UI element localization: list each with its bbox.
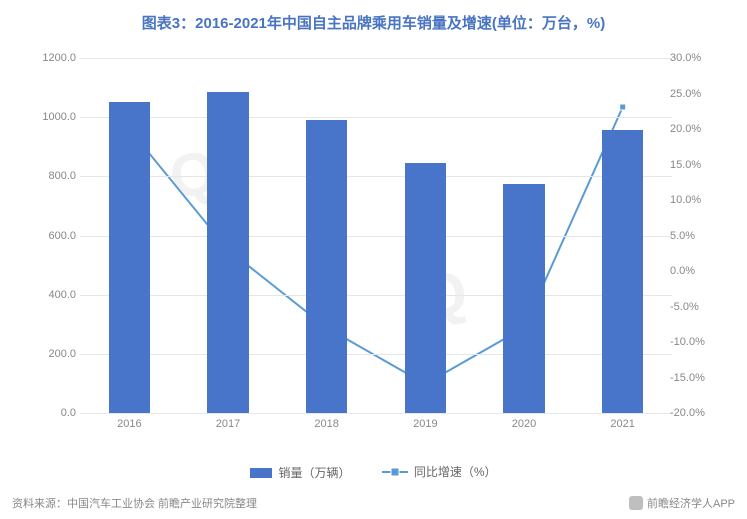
gridline xyxy=(80,117,672,118)
gridline xyxy=(80,176,672,177)
gridline xyxy=(80,58,672,59)
x-tick: 2018 xyxy=(314,418,338,430)
bar xyxy=(207,92,248,413)
y-right-tick: 20.0% xyxy=(670,123,718,135)
y-right-tick: 15.0% xyxy=(670,159,718,171)
y-right-tick: 0.0% xyxy=(670,265,718,277)
legend-label: 同比增速（%） xyxy=(414,463,497,480)
y-left-tick: 0.0 xyxy=(28,407,76,419)
bar-swatch-icon xyxy=(250,468,272,478)
line-swatch-icon xyxy=(382,466,408,478)
legend: 销量（万辆） 同比增速（%） xyxy=(0,463,747,481)
legend-item-bars: 销量（万辆） xyxy=(250,464,350,481)
legend-item-line: 同比增速（%） xyxy=(382,463,497,480)
app-icon xyxy=(629,496,643,510)
y-right-tick: -20.0% xyxy=(670,407,718,419)
bar xyxy=(602,130,643,413)
y-right-tick: -10.0% xyxy=(670,336,718,348)
source-text: 资料来源：中国汽车工业协会 前瞻产业研究院整理 xyxy=(12,495,257,511)
y-right-tick: 5.0% xyxy=(670,230,718,242)
y-right-tick: 25.0% xyxy=(670,88,718,100)
bar xyxy=(503,184,544,413)
plot-area xyxy=(80,58,672,413)
y-left-tick: 200.0 xyxy=(28,348,76,360)
y-right-tick: -5.0% xyxy=(670,301,718,313)
x-tick: 2019 xyxy=(413,418,437,430)
y-right-tick: 30.0% xyxy=(670,52,718,64)
chart-title: 图表3：2016-2021年中国自主品牌乘用车销量及增速(单位：万台，%) xyxy=(0,0,747,33)
gridline xyxy=(80,354,672,355)
gridline xyxy=(80,236,672,237)
y-left-tick: 600.0 xyxy=(28,230,76,242)
y-left-tick: 1200.0 xyxy=(28,52,76,64)
gridline xyxy=(80,295,672,296)
legend-label: 销量（万辆） xyxy=(278,464,350,481)
x-tick: 2017 xyxy=(216,418,240,430)
y-right-tick: 10.0% xyxy=(670,194,718,206)
x-tick: 2021 xyxy=(610,418,634,430)
gridline xyxy=(80,413,672,414)
x-tick: 2020 xyxy=(512,418,536,430)
line-marker xyxy=(620,104,626,110)
line-series xyxy=(129,107,622,384)
x-tick: 2016 xyxy=(117,418,141,430)
footer-label: 前瞻经济学人APP xyxy=(647,495,735,511)
bar xyxy=(109,102,150,413)
y-left-tick: 400.0 xyxy=(28,289,76,301)
bar xyxy=(306,120,347,413)
footer-attribution: 前瞻经济学人APP xyxy=(629,495,735,511)
y-left-tick: 1000.0 xyxy=(28,111,76,123)
y-left-tick: 800.0 xyxy=(28,170,76,182)
chart-area: 0.0 200.0 400.0 600.0 800.0 1000.0 1200.0 -20.0… xyxy=(28,50,718,445)
y-right-tick: -15.0% xyxy=(670,372,718,384)
bar xyxy=(405,163,446,413)
